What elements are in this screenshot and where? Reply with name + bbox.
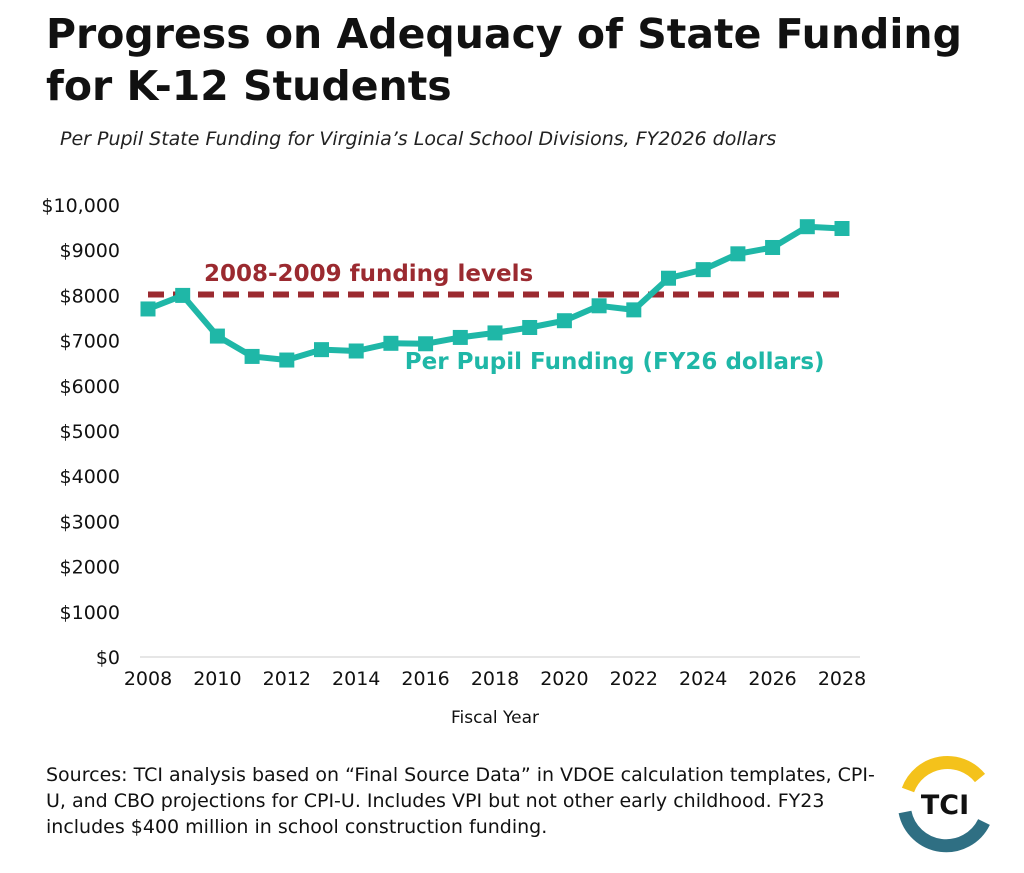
data-point: [661, 270, 676, 286]
x-tick-label: 2022: [610, 668, 658, 690]
x-tick-label: 2024: [679, 668, 727, 690]
x-tick-label: 2016: [401, 668, 449, 690]
logo-blue-arc: [898, 810, 990, 853]
x-tick-label: 2026: [748, 668, 796, 690]
y-tick-label: $8000: [60, 285, 120, 307]
data-point: [383, 335, 399, 351]
data-point: [209, 328, 225, 344]
y-tick-label: $3000: [60, 511, 120, 533]
tci-logo: TCI: [898, 756, 990, 853]
y-tick-label: $4000: [60, 466, 120, 488]
data-point: [244, 348, 260, 364]
x-tick-label: 2010: [193, 668, 241, 690]
line-chart: $0 $1000 $2000 $3000 $4000 $5000 $6000 $7000 $80…: [41, 195, 866, 728]
x-tick-label: 2028: [818, 668, 866, 690]
reference-line-label: 2008-2009 funding levels: [204, 261, 533, 287]
series-label: Per Pupil Funding (FY26 dollars): [405, 349, 825, 375]
logo-text: TCI: [921, 790, 969, 821]
data-point: [834, 221, 850, 237]
x-tick-label: 2012: [263, 668, 311, 690]
data-point: [314, 342, 329, 358]
series-markers: [140, 219, 850, 368]
y-tick-label: $2000: [60, 557, 120, 579]
x-tick-label: 2014: [332, 668, 380, 690]
y-tick-label: $9000: [60, 240, 120, 262]
logo-yellow-arc: [901, 756, 986, 793]
y-tick-label: $0: [96, 647, 120, 669]
data-point: [175, 287, 191, 303]
y-tick-label: $5000: [60, 421, 120, 443]
x-tick-label: 2008: [124, 668, 172, 690]
y-tick-label: $1000: [60, 602, 120, 624]
data-point: [765, 239, 781, 255]
data-point: [348, 343, 364, 359]
y-tick-label: $7000: [60, 331, 120, 353]
data-point: [418, 336, 434, 352]
data-point: [591, 298, 607, 314]
data-point: [556, 313, 572, 329]
chart-subtitle: Per Pupil State Funding for Virginia’s L…: [60, 128, 777, 150]
data-point: [730, 246, 746, 262]
x-tick-label: 2020: [540, 668, 588, 690]
data-point: [799, 219, 815, 235]
data-point: [140, 301, 156, 317]
data-point: [626, 302, 642, 318]
x-axis: 2008 2010 2012 2014 2016 2018 2020 2022 2024 2026…: [124, 668, 866, 690]
x-tick-label: 2018: [471, 668, 519, 690]
data-point: [695, 262, 711, 278]
data-point: [522, 319, 538, 335]
data-point: [452, 329, 468, 345]
data-point: [487, 325, 503, 341]
page-title: Progress on Adequacy of State Funding fo…: [46, 10, 962, 110]
x-axis-label: Fiscal Year: [451, 708, 539, 728]
data-point: [279, 352, 295, 368]
y-tick-label: $10,000: [41, 195, 120, 217]
sources-note: Sources: TCI analysis based on “Final So…: [46, 764, 875, 838]
y-axis: $0 $1000 $2000 $3000 $4000 $5000 $6000 $7000 $80…: [41, 195, 120, 669]
y-tick-label: $6000: [60, 376, 120, 398]
